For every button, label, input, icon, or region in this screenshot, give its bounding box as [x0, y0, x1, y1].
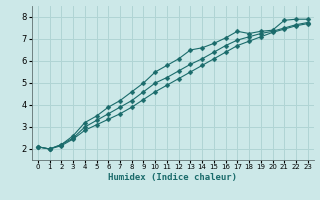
- X-axis label: Humidex (Indice chaleur): Humidex (Indice chaleur): [108, 173, 237, 182]
